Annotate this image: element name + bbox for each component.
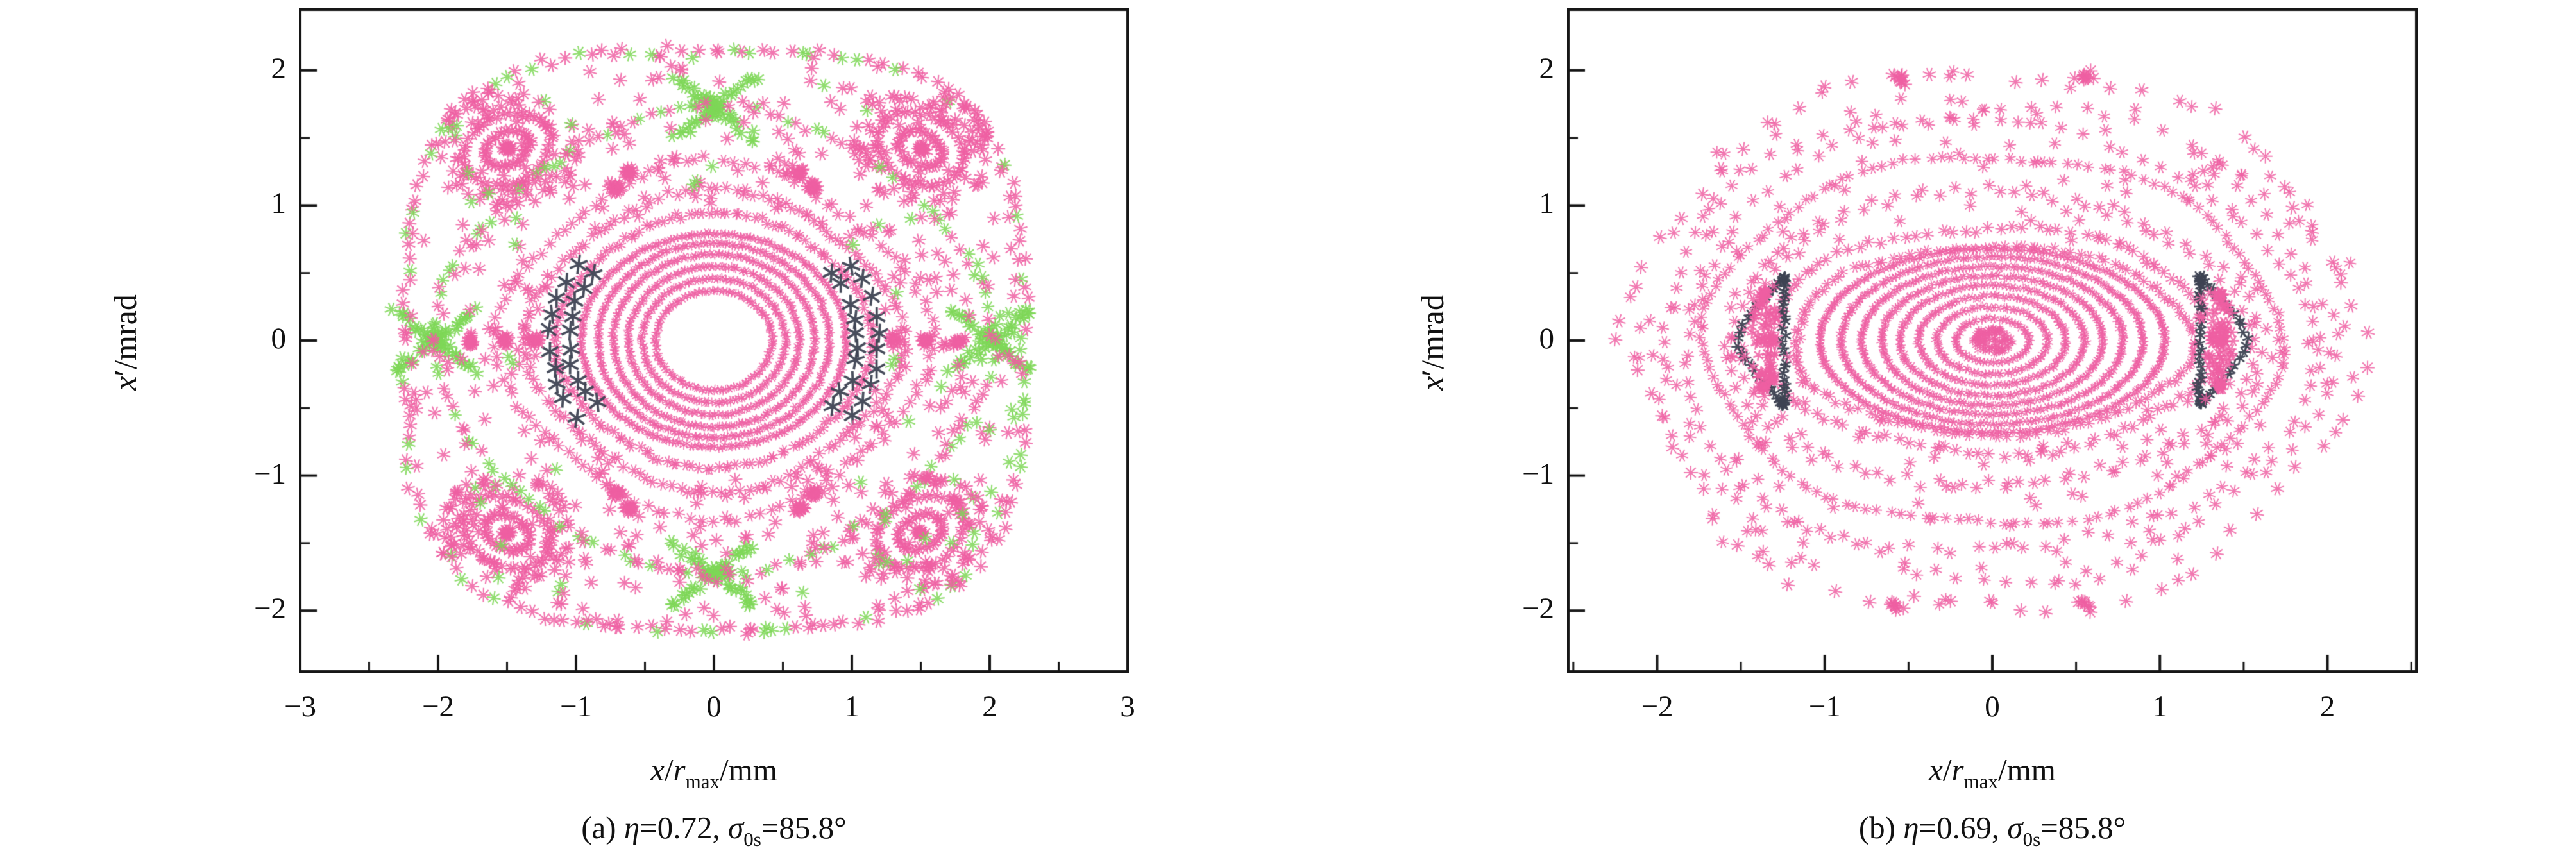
y-tick-label: −2 — [1521, 592, 1554, 626]
x-slash1-b: / — [1942, 752, 1952, 788]
plot-a-canvas — [299, 8, 1129, 673]
x-axis-label-b: x/rmax/mm — [1567, 752, 2418, 791]
x-tick-label: −1 — [1808, 690, 1841, 723]
x-tick-label: 1 — [2152, 690, 2168, 723]
x-tick-label: 0 — [1985, 690, 2000, 723]
x-sub-b: max — [1963, 770, 1998, 793]
y-tick-label: −1 — [253, 457, 286, 491]
y-tick-label: 0 — [271, 322, 287, 355]
caption-b-sigmasub: 0s — [2022, 828, 2041, 850]
caption-b-etaval: =0.69, — [1919, 810, 2008, 845]
y-tick-label: 2 — [271, 51, 287, 85]
y-axis-label-a: x′/mrad — [106, 294, 144, 391]
caption-b-tail: =85.8° — [2040, 810, 2126, 845]
y-prime-a: ′ — [106, 369, 143, 376]
x-tick-label: −1 — [559, 690, 592, 723]
x-axis-label-a: x/rmax/mm — [299, 752, 1129, 791]
x-unit-b: /mm — [1997, 752, 2056, 788]
x-rvar-a: r — [673, 752, 686, 788]
y-unit-b: /mrad — [1414, 294, 1450, 369]
x-tick-label: 2 — [982, 690, 997, 723]
y-tick-label: 1 — [1539, 187, 1555, 221]
y-tick-label: −2 — [253, 592, 286, 626]
caption-b-index: (b) — [1858, 810, 1904, 845]
x-sub-a: max — [685, 770, 720, 793]
y-tick-label: 2 — [1539, 51, 1555, 85]
caption-b: (b) η=0.69, σ0s=85.8° — [1567, 809, 2418, 849]
y-tick-label: −1 — [1521, 457, 1554, 491]
x-tick-label: −3 — [284, 690, 316, 723]
y-tick-label: 0 — [1539, 322, 1555, 355]
x-tick-label: 2 — [2319, 690, 2335, 723]
x-rvar-b: r — [1951, 752, 1964, 788]
x-var-b: x — [1929, 752, 1943, 788]
caption-b-eta: η — [1903, 810, 1919, 845]
caption-a-index: (a) — [581, 810, 624, 845]
y-axis-label-b: x′/mrad — [1414, 294, 1451, 391]
caption-a-tail: =85.8° — [761, 810, 847, 845]
x-tick-label: −2 — [421, 690, 454, 723]
y-var-b: x — [1414, 376, 1450, 391]
y-unit-a: /mrad — [106, 294, 143, 369]
x-tick-label: 1 — [844, 690, 860, 723]
y-tick-label: 1 — [271, 187, 287, 221]
caption-a-sigma: σ — [728, 810, 744, 845]
x-tick-label: 0 — [706, 690, 722, 723]
caption-a-eta: η — [623, 810, 640, 845]
y-var-a: x — [106, 376, 143, 391]
caption-a: (a) η=0.72, σ0s=85.8° — [299, 809, 1129, 849]
x-tick-label: 3 — [1120, 690, 1135, 723]
caption-b-sigma: σ — [2007, 810, 2023, 845]
x-slash1-a: / — [664, 752, 674, 788]
x-var-a: x — [650, 752, 665, 788]
x-unit-a: /mm — [719, 752, 777, 788]
caption-a-etaval: =0.72, — [640, 810, 729, 845]
y-prime-b: ′ — [1414, 369, 1450, 376]
x-tick-label: −2 — [1641, 690, 1674, 723]
plot-b-canvas — [1567, 8, 2418, 673]
caption-a-sigmasub: 0s — [743, 828, 761, 850]
